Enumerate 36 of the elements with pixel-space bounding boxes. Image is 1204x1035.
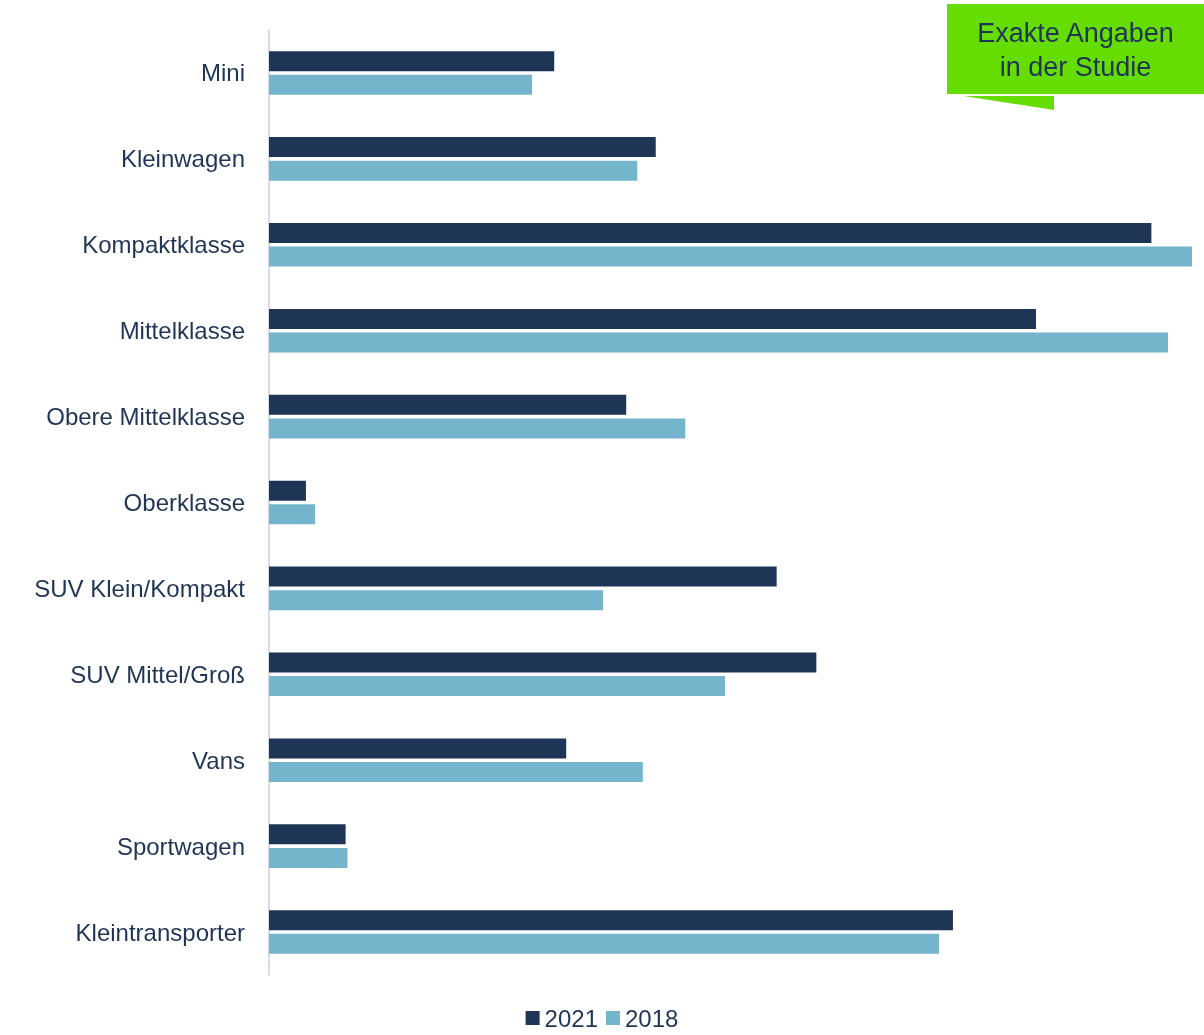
y-tick-label: Oberklasse — [123, 489, 245, 516]
bar — [269, 418, 686, 439]
bar — [269, 160, 638, 181]
bar — [269, 590, 604, 611]
y-tick-label: Vans — [192, 746, 245, 774]
y-tick-label: Obere Mittelklasse — [46, 403, 245, 431]
bar — [269, 762, 643, 783]
legend-label: 2021 — [544, 1004, 598, 1032]
bar — [269, 910, 953, 931]
bar — [269, 847, 348, 868]
bar — [269, 824, 346, 845]
bar — [269, 652, 817, 673]
y-tick-label: SUV Mittel/Groß — [70, 660, 245, 688]
bar — [269, 394, 627, 415]
bar — [269, 566, 777, 587]
bar — [269, 738, 567, 759]
y-tick-label: Sportwagen — [116, 832, 245, 860]
bar — [269, 480, 306, 501]
y-tick-label: Kleinwagen — [120, 145, 245, 173]
bar — [269, 332, 1168, 353]
bar — [269, 504, 316, 525]
y-tick-label: Kompaktklasse — [82, 231, 245, 259]
annotation: Exakte Angaben in der Studie — [947, 4, 1204, 94]
bar — [269, 74, 533, 95]
bar — [269, 246, 1192, 267]
bar — [269, 51, 555, 72]
bar — [269, 137, 656, 158]
legend-label: 2018 — [625, 1004, 679, 1032]
bar — [269, 933, 940, 954]
y-tick-label: Mini — [200, 59, 245, 87]
y-tick-label: SUV Klein/Kompakt — [34, 574, 246, 602]
bar — [269, 308, 1037, 329]
y-tick-label: Kleintransporter — [75, 918, 245, 946]
y-tick-label: Mittelklasse — [119, 317, 245, 345]
bar — [269, 222, 1152, 243]
bar — [269, 676, 725, 697]
